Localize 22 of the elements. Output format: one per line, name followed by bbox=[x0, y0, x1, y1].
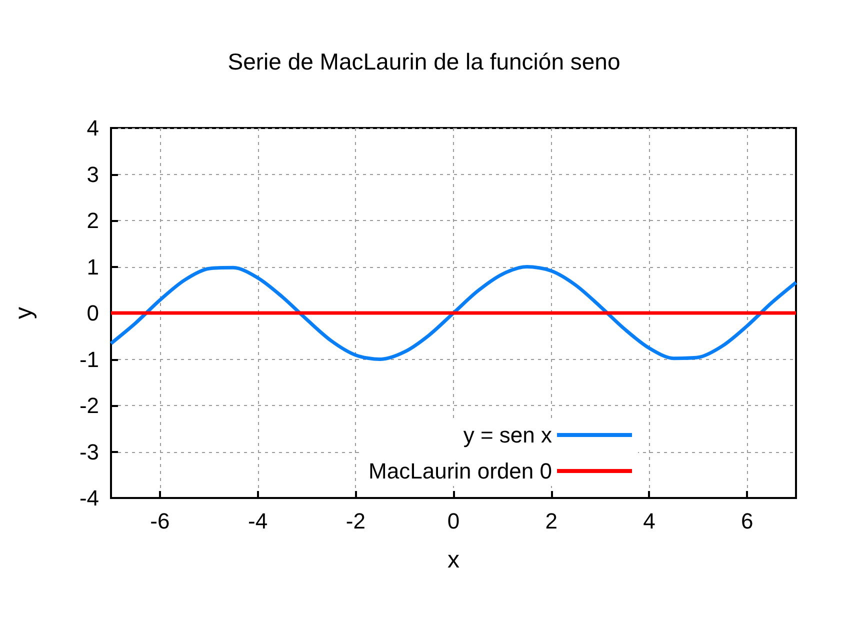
x-tick-label: -4 bbox=[248, 508, 268, 534]
y-tick-label: 2 bbox=[86, 208, 99, 233]
y-tick-label: 4 bbox=[86, 116, 99, 140]
legend-label: MacLaurin orden 0 bbox=[368, 458, 552, 484]
y-tick-label: -3 bbox=[79, 439, 99, 464]
y-axis-title: y bbox=[10, 307, 38, 319]
x-tick-label: 0 bbox=[447, 508, 460, 534]
x-tick-label: -6 bbox=[150, 508, 170, 534]
y-tick-label: 1 bbox=[86, 254, 99, 280]
x-tick-label: 2 bbox=[545, 508, 558, 534]
y-tick-label: -1 bbox=[79, 346, 99, 372]
y-tick-label: -2 bbox=[79, 393, 99, 418]
line-series bbox=[109, 265, 798, 361]
chart-title: Serie de MacLaurin de la función seno bbox=[228, 48, 620, 74]
x-tick-label: 4 bbox=[643, 508, 656, 534]
legend-label: y = sen x bbox=[463, 422, 552, 448]
x-tick-label: 6 bbox=[740, 508, 754, 534]
x-tick-label: -2 bbox=[346, 508, 366, 534]
y-tick-label: -4 bbox=[79, 486, 99, 510]
y-tick-label: 0 bbox=[86, 300, 99, 326]
y-tick-label: 3 bbox=[86, 162, 99, 187]
x-axis-title: x bbox=[448, 546, 460, 574]
